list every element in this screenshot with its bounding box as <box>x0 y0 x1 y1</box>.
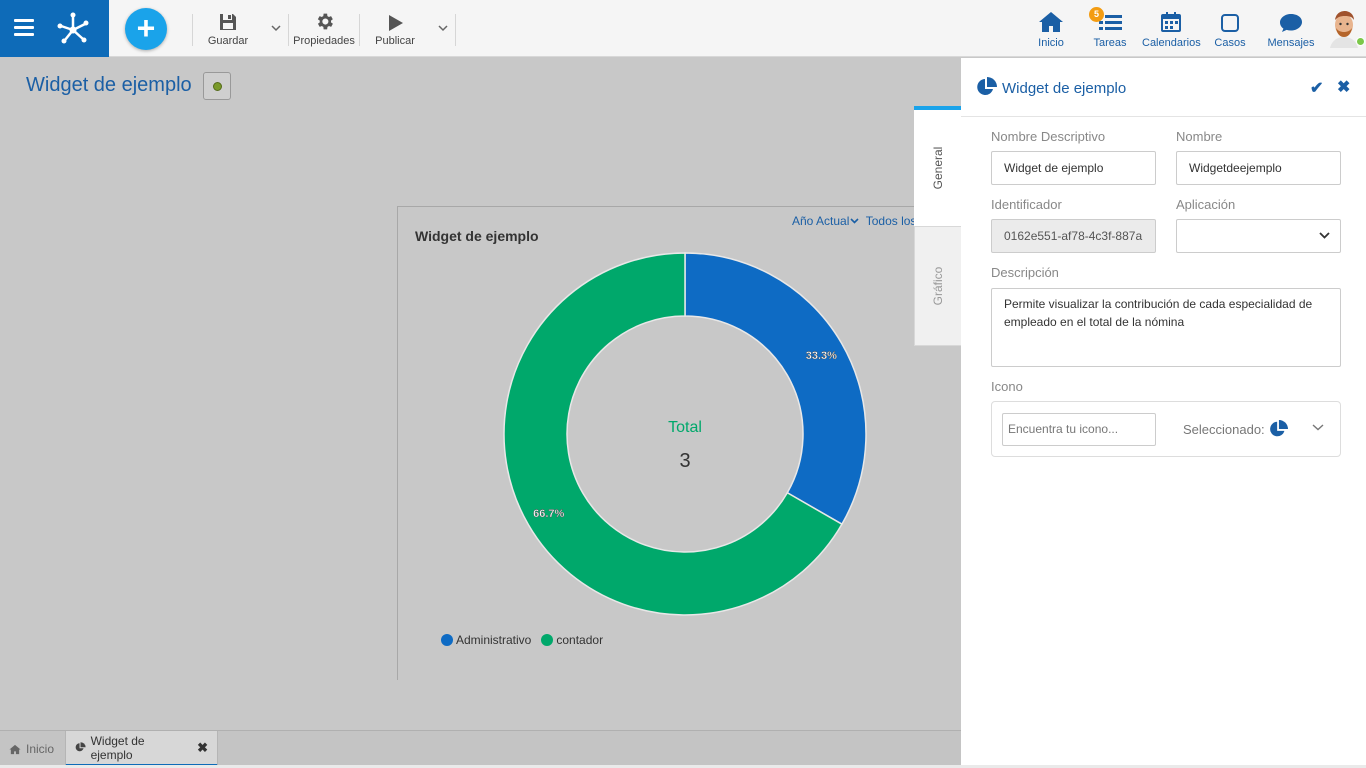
tab-home[interactable]: Inicio <box>0 731 63 767</box>
icon-selected-label: Seleccionado: <box>1183 422 1265 437</box>
donut-center-value: 3 <box>679 450 690 472</box>
tab-home-label: Inicio <box>26 742 55 756</box>
nav-calendars[interactable]: Calendarios <box>1142 9 1201 49</box>
period-filter-label: Año Actual <box>792 214 850 228</box>
nav-messages-label: Mensajes <box>1267 37 1315 49</box>
pie-chart-icon <box>977 77 997 95</box>
chevron-down-icon <box>850 218 859 224</box>
calendar-icon <box>1161 12 1181 32</box>
data-label-administrativo: 33.3% <box>806 350 837 362</box>
tasks-badge: 5 <box>1089 7 1104 22</box>
save-icon <box>220 14 236 30</box>
bottom-divider <box>0 765 1366 768</box>
nombre-descriptivo-input[interactable]: Widget de ejemplo <box>991 151 1156 185</box>
icon-picker: Encuentra tu icono... Seleccionado: <box>991 401 1341 457</box>
nombre-input[interactable]: Widgetdeejemplo <box>1176 151 1341 185</box>
donut-center-label: Total <box>668 419 702 436</box>
brand-area <box>0 0 109 57</box>
publish-label: Publicar <box>375 35 415 47</box>
menu-icon[interactable] <box>14 19 34 37</box>
home-icon <box>1039 12 1063 32</box>
nav-cases-label: Casos <box>1214 37 1246 49</box>
donut-chart: 33.3% 66.7% Total 3 <box>503 252 867 616</box>
save-options-chevron-icon[interactable] <box>270 22 282 34</box>
toolbar-divider <box>192 14 193 46</box>
toolbar-divider <box>288 14 289 46</box>
tab-general[interactable]: General <box>914 106 961 226</box>
nav-home[interactable]: Inicio <box>1033 9 1069 49</box>
nav-cases[interactable]: Casos <box>1213 9 1247 49</box>
widget-filters: Año Actual Todos los <box>792 214 916 228</box>
chart-legend: Administrativo contador <box>441 633 603 647</box>
status-dot-icon <box>213 82 222 91</box>
status-toggle-button[interactable] <box>203 72 231 100</box>
widget-preview-card: Año Actual Todos los Widget de ejemplo 3… <box>397 206 917 680</box>
toolbar-divider <box>455 14 456 46</box>
online-status-indicator <box>1356 37 1365 46</box>
tab-active-label: Widget de ejemplo <box>90 733 145 762</box>
tab-grafico[interactable]: Gráfico <box>914 226 961 346</box>
nombre-label: Nombre <box>1176 129 1223 144</box>
toolbar-divider <box>359 14 360 46</box>
identificador-input: 0162e551-af78-4c3f-887a <box>991 219 1156 253</box>
properties-panel: Widget de ejemplo ✔ ✖ Nombre Descriptivo… <box>961 58 1366 768</box>
icon-search-input[interactable]: Encuentra tu icono... <box>1002 413 1156 446</box>
add-button[interactable]: + <box>125 8 167 50</box>
play-icon <box>389 15 403 31</box>
publish-button[interactable]: Publicar <box>372 10 418 47</box>
tab-general-label: General <box>930 146 945 190</box>
save-button[interactable]: Guardar <box>205 10 251 47</box>
page-title: Widget de ejemplo <box>26 74 192 96</box>
aplicacion-select[interactable] <box>1176 219 1341 253</box>
icono-label: Icono <box>991 379 1023 394</box>
app-logo-icon[interactable] <box>55 10 91 46</box>
panel-header: Widget de ejemplo ✔ ✖ <box>961 58 1366 117</box>
pie-chart-icon <box>75 742 86 752</box>
chevron-down-icon <box>1319 232 1330 239</box>
tasks-icon <box>1099 15 1122 30</box>
tab-widget-de-ejemplo[interactable]: Widget de ejemplo ✖ <box>65 731 218 768</box>
legend-item-contador[interactable]: contador <box>541 633 603 647</box>
properties-button[interactable]: Propiedades <box>292 10 356 47</box>
nav-calendars-label: Calendarios <box>1142 37 1201 49</box>
scope-filter-dropdown[interactable]: Todos los <box>865 214 917 228</box>
cases-icon <box>1221 14 1239 32</box>
home-icon <box>9 744 21 754</box>
descripcion-textarea[interactable]: Permite visualizar la contribución de ca… <box>991 288 1341 367</box>
legend-item-administrativo[interactable]: Administrativo <box>441 633 531 647</box>
identificador-label: Identificador <box>991 197 1062 212</box>
nav-messages[interactable]: Mensajes <box>1266 9 1316 49</box>
close-tab-icon[interactable]: ✖ <box>197 739 208 755</box>
nombre-descriptivo-label: Nombre Descriptivo <box>991 129 1106 144</box>
data-label-contador: 66.7% <box>533 508 564 520</box>
confirm-check-icon[interactable]: ✔ <box>1310 80 1324 97</box>
legend-dot-contador <box>541 634 554 646</box>
widget-title: Widget de ejemplo <box>415 228 539 244</box>
aplicacion-label: Aplicación <box>1176 197 1236 212</box>
donut-slice-administrativo[interactable] <box>684 252 867 526</box>
nav-home-label: Inicio <box>1038 37 1064 49</box>
pie-chart-icon <box>1270 420 1288 437</box>
descripcion-label: Descripción <box>991 265 1059 280</box>
chat-bubble-icon <box>1280 14 1302 32</box>
donut-slice-contador[interactable] <box>503 252 843 616</box>
nav-tasks[interactable]: 5 Tareas <box>1089 7 1131 49</box>
bottom-tab-bar: Inicio Widget de ejemplo ✖ <box>0 730 961 768</box>
period-filter-dropdown[interactable]: Año Actual <box>792 214 859 228</box>
close-icon[interactable]: ✖ <box>1337 79 1351 96</box>
save-label: Guardar <box>207 35 249 47</box>
gear-icon <box>317 13 333 30</box>
nav-tasks-label: Tareas <box>1093 37 1127 49</box>
properties-label: Propiedades <box>293 35 355 47</box>
chevron-down-icon[interactable] <box>1312 422 1324 432</box>
panel-title: Widget de ejemplo <box>1002 80 1127 97</box>
tab-grafico-label: Gráfico <box>931 266 945 306</box>
publish-options-chevron-icon[interactable] <box>437 22 449 34</box>
legend-label-administrativo: Administrativo <box>456 633 532 647</box>
legend-label-contador: contador <box>556 633 604 647</box>
top-toolbar: + Guardar Propiedades Publicar Inicio 5 … <box>0 0 1366 57</box>
legend-dot-administrativo <box>441 634 453 646</box>
